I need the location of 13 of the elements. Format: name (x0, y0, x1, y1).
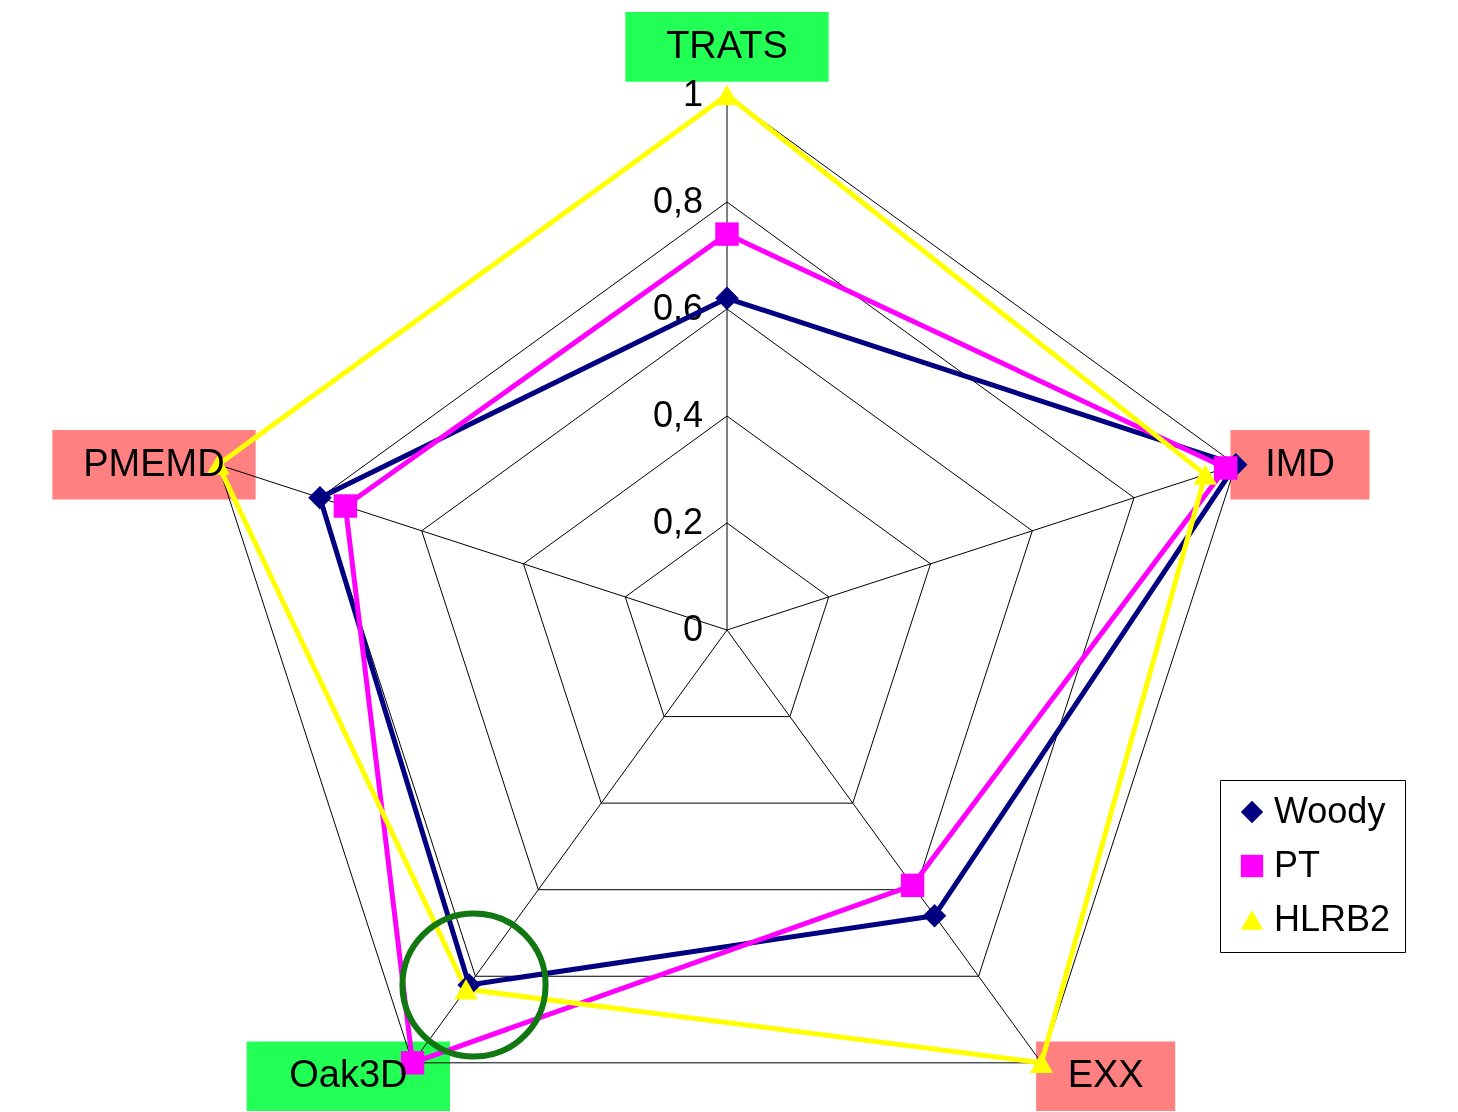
y-tick-label: 0,4 (652, 394, 703, 435)
spoke-label: Oak3D (289, 1053, 408, 1096)
y-tick-label: 0,8 (652, 180, 703, 221)
legend-label: HLRB2 (1274, 898, 1391, 939)
spoke-label: PMEMD (83, 441, 225, 484)
legend-label: PT (1274, 844, 1321, 885)
y-tick-label: 0 (682, 608, 703, 649)
legend-label: Woody (1274, 790, 1386, 831)
spoke-label: IMD (1265, 441, 1335, 484)
y-tick-label: 1 (682, 73, 703, 114)
y-tick-label: 0,2 (652, 501, 703, 542)
spoke-label: EXX (1067, 1053, 1144, 1096)
spoke-label: TRATS (666, 23, 788, 66)
